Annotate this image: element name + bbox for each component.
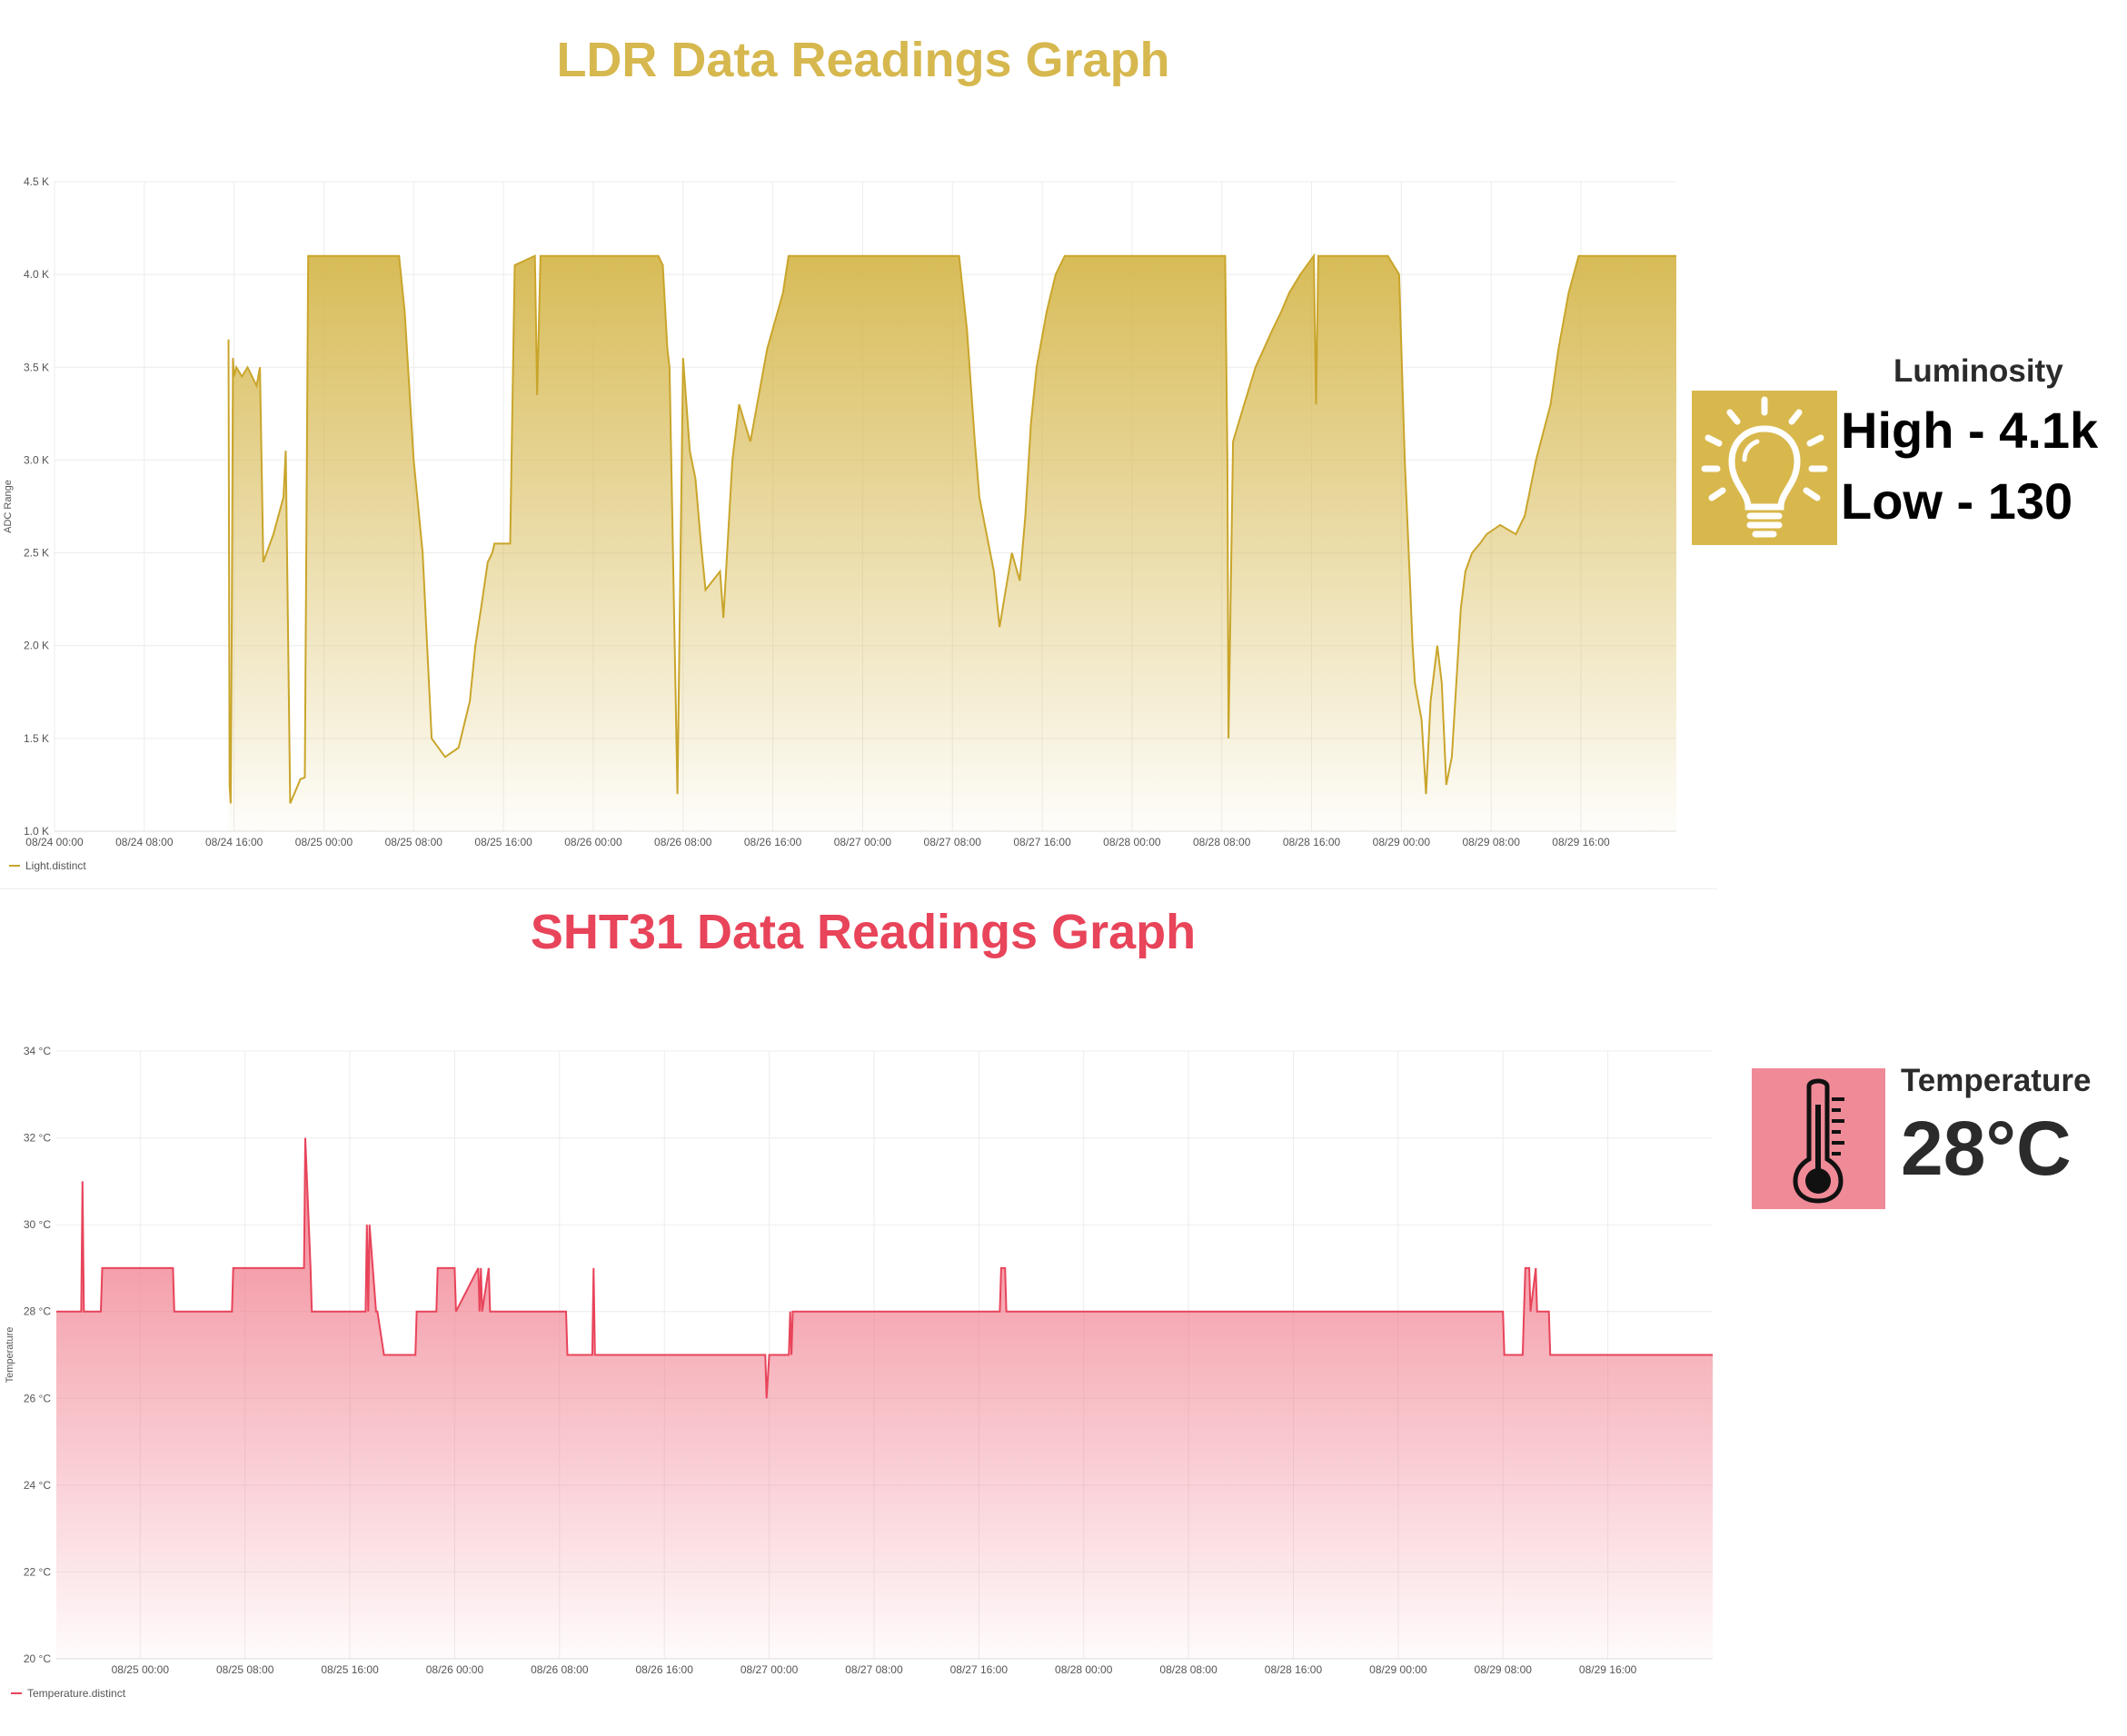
sht-x-tick-label: 08/25 00:00	[112, 1663, 170, 1676]
sht-x-tick-label: 08/27 16:00	[950, 1663, 1009, 1676]
ldr-x-tick-label: 08/27 08:00	[924, 836, 982, 848]
ldr-y-axis-label: ADC Range	[3, 480, 14, 533]
luminosity-heading: Luminosity	[1893, 353, 2063, 389]
ldr-x-tick-label: 08/27 16:00	[1013, 836, 1071, 848]
luminosity-panel: Luminosity High - 4.1k Low - 130	[1690, 350, 2117, 568]
thermometer-icon	[1752, 1068, 1885, 1209]
ldr-x-tick-label: 08/29 16:00	[1552, 836, 1610, 848]
sht31-chart: 20 °C 22 °C 24 °C 26 °C 28 °C 30 °C 32 °C 34 °C…	[5, 1045, 1713, 1700]
ldr-y-tick-label: 3.0 K	[24, 453, 49, 466]
ldr-x-tick-label: 08/28 16:00	[1283, 836, 1341, 848]
sht-series-area	[56, 1137, 1713, 1659]
sht-x-tick-label: 08/29 16:00	[1579, 1663, 1637, 1676]
sht-x-tick-label: 08/26 08:00	[531, 1663, 589, 1676]
ldr-x-tick-label: 08/24 00:00	[25, 836, 84, 848]
sht-y-tick-label: 26 °C	[24, 1392, 51, 1404]
ldr-x-tick-label: 08/24 08:00	[115, 836, 174, 848]
sht-x-tick-label: 08/27 00:00	[740, 1663, 799, 1676]
sht-y-tick-label: 34 °C	[24, 1045, 51, 1057]
ldr-x-tick-label: 08/25 16:00	[474, 836, 532, 848]
sht-x-tick-label: 08/29 00:00	[1369, 1663, 1427, 1676]
sht-y-axis-label: Temperature	[5, 1327, 15, 1384]
ldr-x-tick-label: 08/25 08:00	[385, 836, 443, 848]
sht-x-tick-label: 08/29 08:00	[1475, 1663, 1533, 1676]
ldr-x-tick-label: 08/24 16:00	[205, 836, 263, 848]
ldr-x-tick-label: 08/26 00:00	[564, 836, 622, 848]
ldr-y-tick-label: 4.5 K	[24, 175, 49, 188]
ldr-x-tick-label: 08/26 08:00	[654, 836, 712, 848]
ldr-series-line	[227, 253, 1676, 804]
ldr-x-tick-label: 08/28 00:00	[1103, 836, 1161, 848]
ldr-y-tick-label: 2.5 K	[24, 547, 49, 560]
sht-x-tick-label: 08/26 00:00	[426, 1663, 484, 1676]
ldr-y-tick-label: 1.5 K	[24, 732, 49, 745]
sht-x-tick-label: 08/27 08:00	[845, 1663, 903, 1676]
sht-x-tick-label: 08/28 16:00	[1265, 1663, 1323, 1676]
sht-series-line	[56, 1137, 1713, 1399]
ldr-x-tick-label: 08/25 00:00	[295, 836, 353, 848]
ldr-y-tick-label: 3.5 K	[24, 361, 49, 373]
luminosity-low-value: Low - 130	[1841, 472, 2073, 530]
sht-x-tick-label: 08/25 16:00	[321, 1663, 379, 1676]
light-bulb-icon	[1692, 391, 1837, 545]
ldr-y-tick-label: 4.0 K	[24, 268, 49, 281]
sht-y-tick-label: 24 °C	[24, 1479, 51, 1492]
ldr-x-tick-label: 08/28 08:00	[1193, 836, 1251, 848]
ldr-legend-label[interactable]: Light.distinct	[25, 859, 86, 872]
sht-y-tick-label: 22 °C	[24, 1565, 51, 1578]
luminosity-high-value: High - 4.1k	[1841, 402, 2099, 459]
sht-y-tick-label: 30 °C	[24, 1218, 51, 1231]
sht-x-tick-label: 08/28 08:00	[1159, 1663, 1218, 1676]
section-divider	[0, 888, 1717, 889]
temperature-panel: Temperature 28°C	[1752, 1063, 2115, 1217]
sht-y-tick-label: 28 °C	[24, 1305, 51, 1318]
sht-legend-label[interactable]: Temperature.distinct	[27, 1687, 126, 1700]
sht31-chart-title: SHT31 Data Readings Graph	[530, 905, 1197, 959]
ldr-x-tick-label: 08/29 08:00	[1462, 836, 1520, 848]
sht-x-tick-label: 08/25 08:00	[216, 1663, 274, 1676]
ldr-x-tick-label: 08/27 00:00	[834, 836, 892, 848]
temperature-heading: Temperature	[1901, 1063, 2092, 1098]
sht-x-tick-label: 08/26 16:00	[635, 1663, 693, 1676]
sht-y-tick-label: 20 °C	[24, 1652, 51, 1665]
ldr-x-tick-label: 08/26 16:00	[744, 836, 802, 848]
ldr-x-tick-label: 08/29 00:00	[1373, 836, 1431, 848]
ldr-chart: 1.0 K 1.5 K 2.0 K 2.5 K 3.0 K 3.5 K 4.0 K 4.5 K…	[3, 175, 1676, 872]
temperature-value: 28°C	[1901, 1106, 2072, 1191]
ldr-series-area	[228, 255, 1676, 831]
sht-x-tick-label: 08/28 00:00	[1055, 1663, 1113, 1676]
sht-y-tick-label: 32 °C	[24, 1132, 51, 1145]
ldr-chart-title: LDR Data Readings Graph	[556, 33, 1170, 87]
ldr-y-tick-label: 2.0 K	[24, 640, 49, 652]
ldr-y-tick-label: 1.0 K	[24, 825, 49, 838]
